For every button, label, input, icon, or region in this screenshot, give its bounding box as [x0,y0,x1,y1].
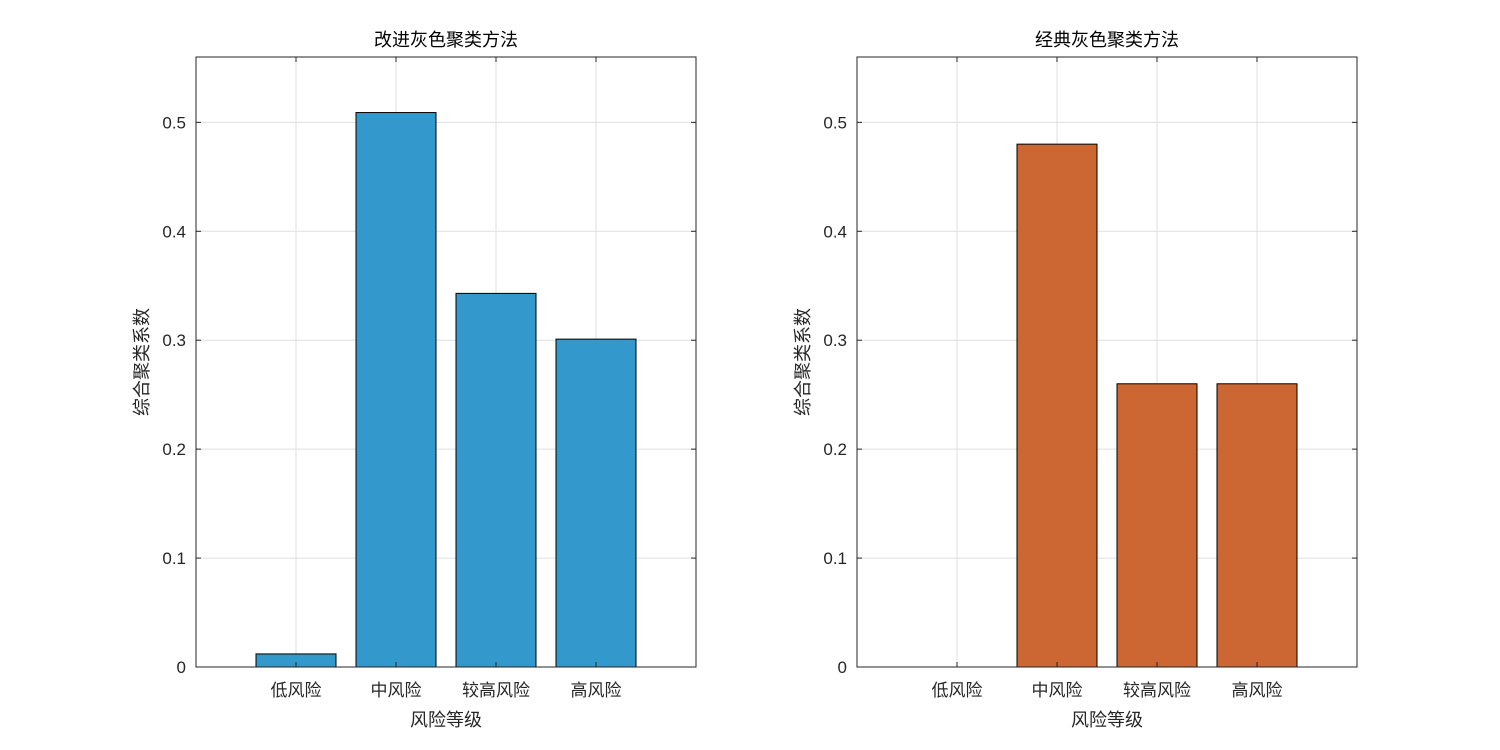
y-tick-label: 0 [838,658,847,677]
bar-中风险 [355,112,437,668]
y-tick-label: 0.2 [823,440,847,459]
y-tick-label: 0.3 [162,331,186,350]
y-tick-label: 0.4 [823,222,847,241]
bar-较高风险 [1116,383,1198,668]
x-axis-title: 风险等级 [1071,710,1143,731]
x-tick-label: 较高风险 [1123,681,1191,701]
bar-高风险 [1216,383,1298,668]
x-tick-label: 低风险 [932,681,983,701]
y-tick-label: 0.5 [162,113,186,132]
chart-panel-2: 0 0.1 0.2 0.3 0.4 0.5 低风险 中风险 较高风险 高风险 经典灰色聚类方法风险等… [793,30,1358,731]
x-tick-label: 中风险 [1032,681,1083,701]
y-axis-title: 综合聚类系数 [132,308,153,416]
y-tick-label: 0.4 [162,222,186,241]
axes-box [195,56,697,668]
y-tick-label: 0.3 [823,331,847,350]
x-tick-label: 较高风险 [462,681,530,701]
x-tick-label: 中风险 [371,681,422,701]
chart-title: 改进灰色聚类方法 [374,30,518,51]
x-tick-label: 高风险 [571,681,622,701]
y-tick-label: 0.5 [823,113,847,132]
axes-box [856,56,1358,668]
chart-title: 经典灰色聚类方法 [1035,30,1179,51]
x-tick-label: 高风险 [1232,681,1283,701]
bar-较高风险 [455,292,537,668]
x-axis-title: 风险等级 [410,710,482,731]
y-tick-label: 0.1 [823,549,847,568]
y-tick-label: 0 [177,658,186,677]
bar-高风险 [555,338,637,668]
chart-panel-1: 0 0.1 0.2 0.3 0.4 0.5 低风险 中风险 较高风险 高风险 改进灰色聚类方法风险等… [132,30,697,731]
y-axis-title: 综合聚类系数 [793,308,814,416]
y-tick-label: 0.2 [162,440,186,459]
x-tick-label: 低风险 [271,681,322,701]
bar-中风险 [1016,143,1098,668]
y-tick-label: 0.1 [162,549,186,568]
